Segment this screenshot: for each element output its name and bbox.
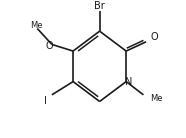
Text: O: O [45, 41, 53, 51]
Text: N: N [125, 77, 132, 87]
Text: I: I [44, 96, 47, 107]
Text: Me: Me [30, 21, 42, 30]
Text: Br: Br [94, 1, 105, 11]
Text: O: O [150, 32, 158, 42]
Text: Me: Me [150, 94, 163, 103]
